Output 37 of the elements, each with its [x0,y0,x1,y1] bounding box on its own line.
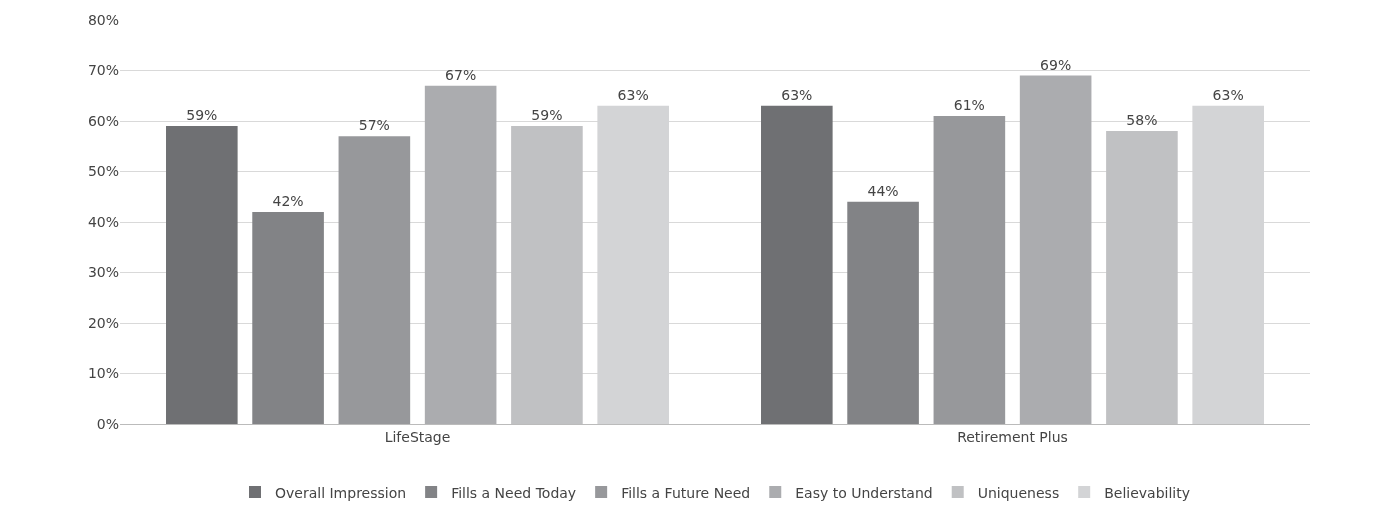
bar [847,201,919,424]
data-label: 59% [186,107,218,124]
legend-label: Easy to Understand [795,484,933,501]
data-label: 63% [1212,86,1244,103]
y-tick-label: 50% [87,163,119,180]
y-tick-label: 0% [96,415,119,432]
bar [933,115,1006,424]
y-tick-label: 40% [87,213,119,230]
legend-label: Uniqueness [977,484,1060,501]
data-label: 63% [617,86,649,103]
data-label: 63% [781,86,813,103]
data-label: 69% [1040,56,1072,73]
legend-label: Overall Impression [275,484,407,501]
y-tick-label: 60% [87,112,119,129]
data-label: 57% [358,117,390,134]
data-label: 59% [531,107,563,124]
bar [1019,75,1092,424]
bar [338,136,411,424]
bar [166,126,238,424]
data-label: 58% [1126,112,1158,129]
data-label: 67% [445,66,477,83]
y-tick-label: 20% [87,314,119,331]
bar [252,211,324,424]
y-tick-label: 80% [87,11,119,28]
data-label: 61% [953,96,985,113]
data-label: 42% [272,192,304,209]
bar [424,85,497,424]
bar [761,105,833,424]
y-tick-label: 70% [87,62,119,79]
legend-label: Fills a Future Need [621,484,751,501]
data-label: 44% [867,182,899,199]
legend-label: Fills a Need Today [451,484,577,501]
y-tick-label: 30% [87,264,119,281]
x-tick-label: Retirement Plus [957,428,1068,445]
y-tick-label: 10% [87,365,119,382]
legend-label: Believability [1104,484,1190,501]
x-tick-label: LifeStage [384,428,451,445]
